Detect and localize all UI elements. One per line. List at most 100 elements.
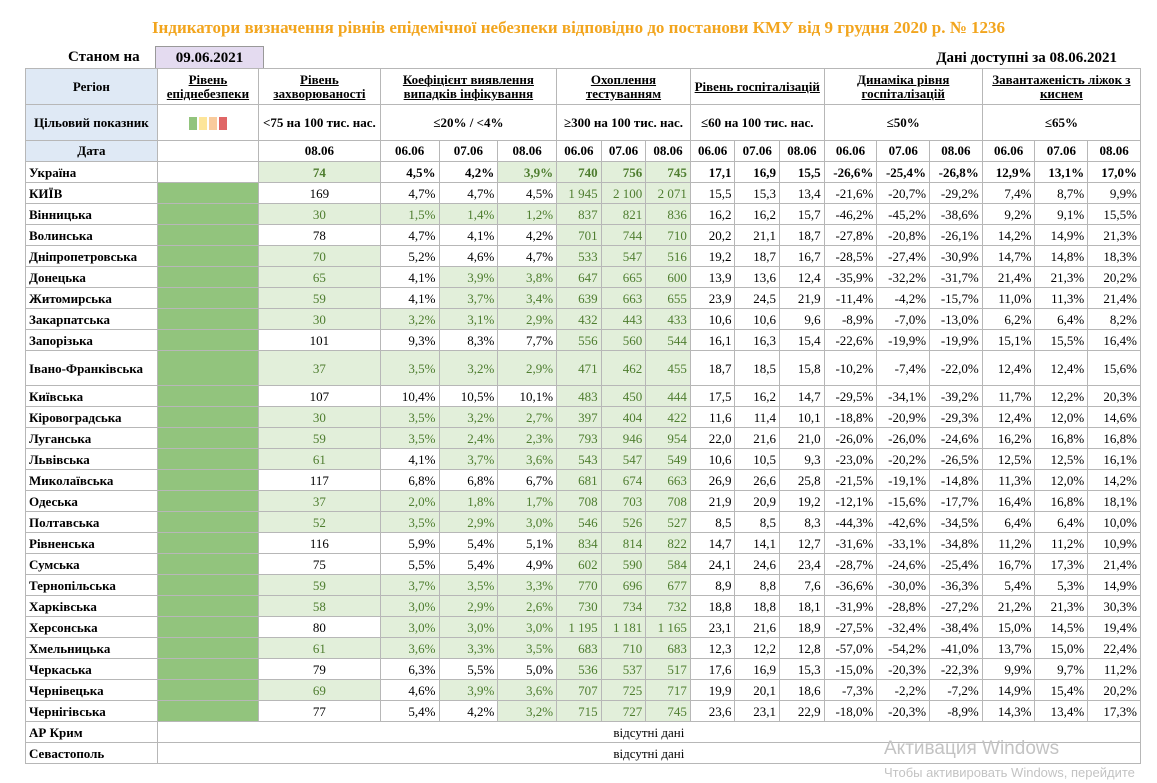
incidence-cell: 37 bbox=[258, 350, 381, 386]
oxygen-beds-cell: 13,7% bbox=[981, 637, 1036, 659]
oxygen-beds-cell: 14,7% bbox=[981, 245, 1036, 267]
oxygen-beds-cell: 12,5% bbox=[1034, 448, 1089, 470]
hosp-dynamics-cell: -24,6% bbox=[929, 427, 983, 449]
detection-cell: 10,1% bbox=[497, 385, 558, 407]
detection-cell: 3,5% bbox=[379, 406, 440, 428]
table-row: Івано-Франківська 37 3,5% 3,2% 2,9% 471 462 455… bbox=[25, 350, 1141, 386]
hospitalization-cell: 11,4 bbox=[734, 406, 781, 428]
testing-cell: 462 bbox=[600, 350, 647, 386]
level-legend-square bbox=[218, 116, 227, 130]
detection-cell: 4,6% bbox=[379, 679, 440, 701]
hospitalization-cell: 11,6 bbox=[689, 406, 736, 428]
hosp-dynamics-cell: -26,8% bbox=[929, 161, 983, 183]
hospitalization-cell: 26,6 bbox=[734, 469, 781, 491]
testing-cell: 821 bbox=[600, 203, 647, 225]
date-col: 07.06 bbox=[876, 140, 931, 162]
oxygen-beds-cell: 11,7% bbox=[981, 385, 1036, 407]
detection-cell: 5,2% bbox=[379, 245, 440, 267]
hospitalization-cell: 10,6 bbox=[689, 448, 736, 470]
testing-cell: 639 bbox=[556, 287, 602, 309]
region-name: Одеська bbox=[25, 490, 158, 512]
oxygen-beds-cell: 21,4% bbox=[1087, 553, 1141, 575]
testing-cell: 590 bbox=[600, 553, 647, 575]
oxygen-beds-cell: 14,9% bbox=[1034, 224, 1089, 246]
region-name: Волинська bbox=[25, 224, 158, 246]
date-col: 06.06 bbox=[689, 140, 736, 162]
hospitalization-cell: 20,2 bbox=[689, 224, 736, 246]
oxygen-beds-cell: 15,0% bbox=[1034, 637, 1089, 659]
incidence-cell: 79 bbox=[258, 658, 381, 680]
detection-cell: 3,7% bbox=[438, 287, 499, 309]
region-name: Київська bbox=[25, 385, 158, 407]
level-cell bbox=[156, 532, 260, 554]
detection-cell: 5,9% bbox=[379, 532, 440, 554]
hosp-dynamics-cell: -34,1% bbox=[876, 385, 931, 407]
hosp-dynamics-cell: -13,0% bbox=[929, 308, 983, 330]
detection-cell: 4,5% bbox=[379, 161, 440, 183]
oxygen-beds-cell: 21,3% bbox=[1034, 595, 1089, 617]
hospitalization-cell: 18,1 bbox=[779, 595, 825, 617]
testing-cell: 836 bbox=[645, 203, 691, 225]
level-cell bbox=[156, 658, 260, 680]
table-row: Тернопільська 59 3,7% 3,5% 3,3% 770 696 677 8,9 8… bbox=[25, 574, 1141, 596]
testing-cell: 715 bbox=[556, 700, 602, 722]
date-col: 08.06 bbox=[1087, 140, 1141, 162]
hosp-dynamics-cell: -31,6% bbox=[823, 532, 878, 554]
oxygen-beds-cell: 16,8% bbox=[1034, 490, 1089, 512]
testing-cell: 717 bbox=[645, 679, 691, 701]
level-cell bbox=[156, 350, 260, 386]
oxygen-beds-cell: 11,2% bbox=[981, 532, 1036, 554]
level-cell bbox=[156, 427, 260, 449]
incidence-cell: 116 bbox=[258, 532, 381, 554]
testing-cell: 433 bbox=[645, 308, 691, 330]
date-col: 06.06 bbox=[379, 140, 440, 162]
testing-cell: 683 bbox=[556, 637, 602, 659]
testing-cell: 734 bbox=[600, 595, 647, 617]
oxygen-beds-cell: 11,0% bbox=[981, 287, 1036, 309]
detection-cell: 1,8% bbox=[438, 490, 499, 512]
oxygen-beds-cell: 16,1% bbox=[1087, 448, 1141, 470]
hosp-dynamics-cell: -15,7% bbox=[929, 287, 983, 309]
testing-cell: 946 bbox=[600, 427, 647, 449]
hospitalization-cell: 24,6 bbox=[734, 553, 781, 575]
testing-cell: 560 bbox=[600, 329, 647, 351]
header-level: Рівень епіднебезпеки bbox=[156, 68, 260, 105]
testing-cell: 544 bbox=[645, 329, 691, 351]
hosp-dynamics-cell: -20,3% bbox=[876, 700, 931, 722]
target-hospitalization: ≤60 на 100 тис. нас. bbox=[689, 104, 825, 141]
hosp-dynamics-cell: -38,4% bbox=[929, 616, 983, 638]
as-of-date[interactable]: 09.06.2021 bbox=[155, 46, 264, 70]
testing-cell: 543 bbox=[556, 448, 602, 470]
windows-activation-watermark: Активация Windows bbox=[884, 738, 1060, 759]
detection-cell: 4,1% bbox=[438, 224, 499, 246]
hospitalization-cell: 12,8 bbox=[779, 637, 825, 659]
detection-cell: 3,6% bbox=[379, 637, 440, 659]
hospitalization-cell: 15,3 bbox=[734, 182, 781, 204]
detection-cell: 4,7% bbox=[497, 245, 558, 267]
table-row: Вінницька 30 1,5% 1,4% 1,2% 837 821 836 16,2 16,2… bbox=[25, 203, 1141, 225]
hospitalization-cell: 10,5 bbox=[734, 448, 781, 470]
oxygen-beds-cell: 5,3% bbox=[1034, 574, 1089, 596]
testing-cell: 2 071 bbox=[645, 182, 691, 204]
oxygen-beds-cell: 6,4% bbox=[1034, 308, 1089, 330]
testing-cell: 710 bbox=[600, 637, 647, 659]
hospitalization-cell: 20,9 bbox=[734, 490, 781, 512]
detection-cell: 2,9% bbox=[497, 308, 558, 330]
oxygen-beds-cell: 16,4% bbox=[1087, 329, 1141, 351]
detection-cell: 5,5% bbox=[438, 658, 499, 680]
hosp-dynamics-cell: -7,2% bbox=[929, 679, 983, 701]
level-cell bbox=[156, 329, 260, 351]
detection-cell: 4,1% bbox=[379, 266, 440, 288]
oxygen-beds-cell: 12,4% bbox=[981, 406, 1036, 428]
testing-cell: 725 bbox=[600, 679, 647, 701]
hospitalization-cell: 8,5 bbox=[734, 511, 781, 533]
hospitalization-cell: 15,5 bbox=[689, 182, 736, 204]
hospitalization-cell: 18,7 bbox=[779, 224, 825, 246]
detection-cell: 3,0% bbox=[497, 511, 558, 533]
incidence-cell: 61 bbox=[258, 637, 381, 659]
oxygen-beds-cell: 14,3% bbox=[981, 700, 1036, 722]
indicators-table: Регіон Рівень епіднебезпеки Рівень захво… bbox=[25, 68, 1142, 764]
detection-cell: 2,9% bbox=[497, 350, 558, 386]
detection-cell: 4,2% bbox=[438, 161, 499, 183]
table-row: Кіровоградська 30 3,5% 3,2% 2,7% 397 404 422 11,… bbox=[25, 406, 1141, 428]
